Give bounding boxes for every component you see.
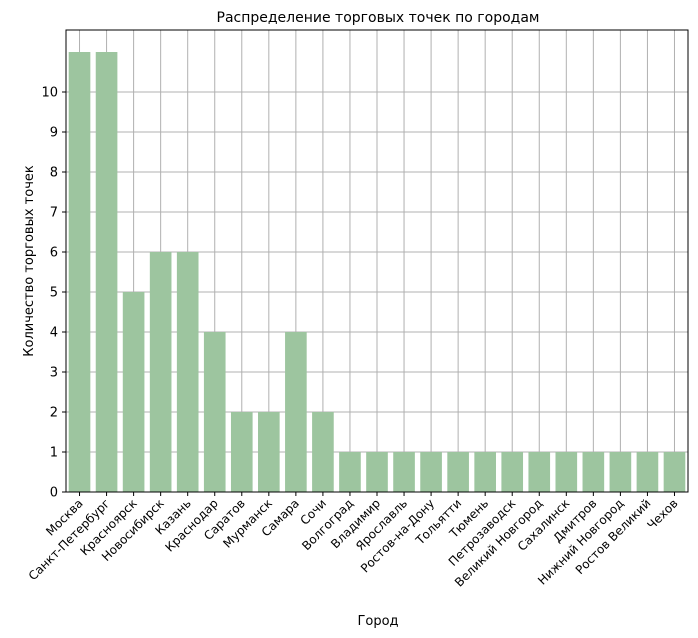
- bar: [230, 412, 253, 492]
- bars: [68, 52, 686, 492]
- bar: [68, 52, 91, 492]
- bar: [312, 412, 334, 492]
- x-axis: МоскваСанкт-ПетербургКрасноярскНовосибир…: [26, 492, 681, 590]
- y-tick-label: 4: [50, 326, 58, 341]
- x-axis-label: Город: [357, 614, 398, 629]
- bar: [95, 52, 118, 492]
- bar: [420, 452, 442, 492]
- bar: [122, 292, 145, 492]
- y-tick-label: 1: [50, 446, 58, 461]
- y-tick-label: 6: [50, 246, 58, 261]
- y-tick-label: 8: [50, 166, 58, 181]
- bar: [258, 412, 280, 492]
- y-axis: 0 1 2 3 4 5 6 7 8 9 10: [41, 86, 66, 501]
- bar: [609, 452, 632, 492]
- bar: [149, 252, 172, 492]
- chart-title: Распределение торговых точек по городам: [217, 10, 540, 26]
- bar: [176, 252, 199, 492]
- bar: [366, 452, 388, 492]
- y-tick-label: 10: [41, 86, 58, 101]
- y-tick-label: 9: [50, 126, 58, 141]
- x-tick-label: Чехов: [644, 496, 680, 532]
- bar: [663, 452, 686, 492]
- y-axis-label: Количество торговых точек: [22, 165, 37, 357]
- y-tick-label: 0: [50, 486, 58, 501]
- bar: [285, 332, 307, 492]
- y-tick-label: 5: [50, 286, 58, 301]
- bar: [636, 452, 659, 492]
- bar: [555, 452, 578, 492]
- bar: [447, 452, 469, 492]
- bar: [339, 452, 361, 492]
- bar: [474, 452, 496, 492]
- bar: [528, 452, 551, 492]
- y-tick-label: 3: [50, 366, 58, 381]
- bar: [501, 452, 524, 492]
- bar: [393, 452, 415, 492]
- bar: [203, 332, 226, 492]
- bar: [582, 452, 605, 492]
- y-tick-label: 2: [50, 406, 58, 421]
- y-tick-label: 7: [50, 206, 58, 221]
